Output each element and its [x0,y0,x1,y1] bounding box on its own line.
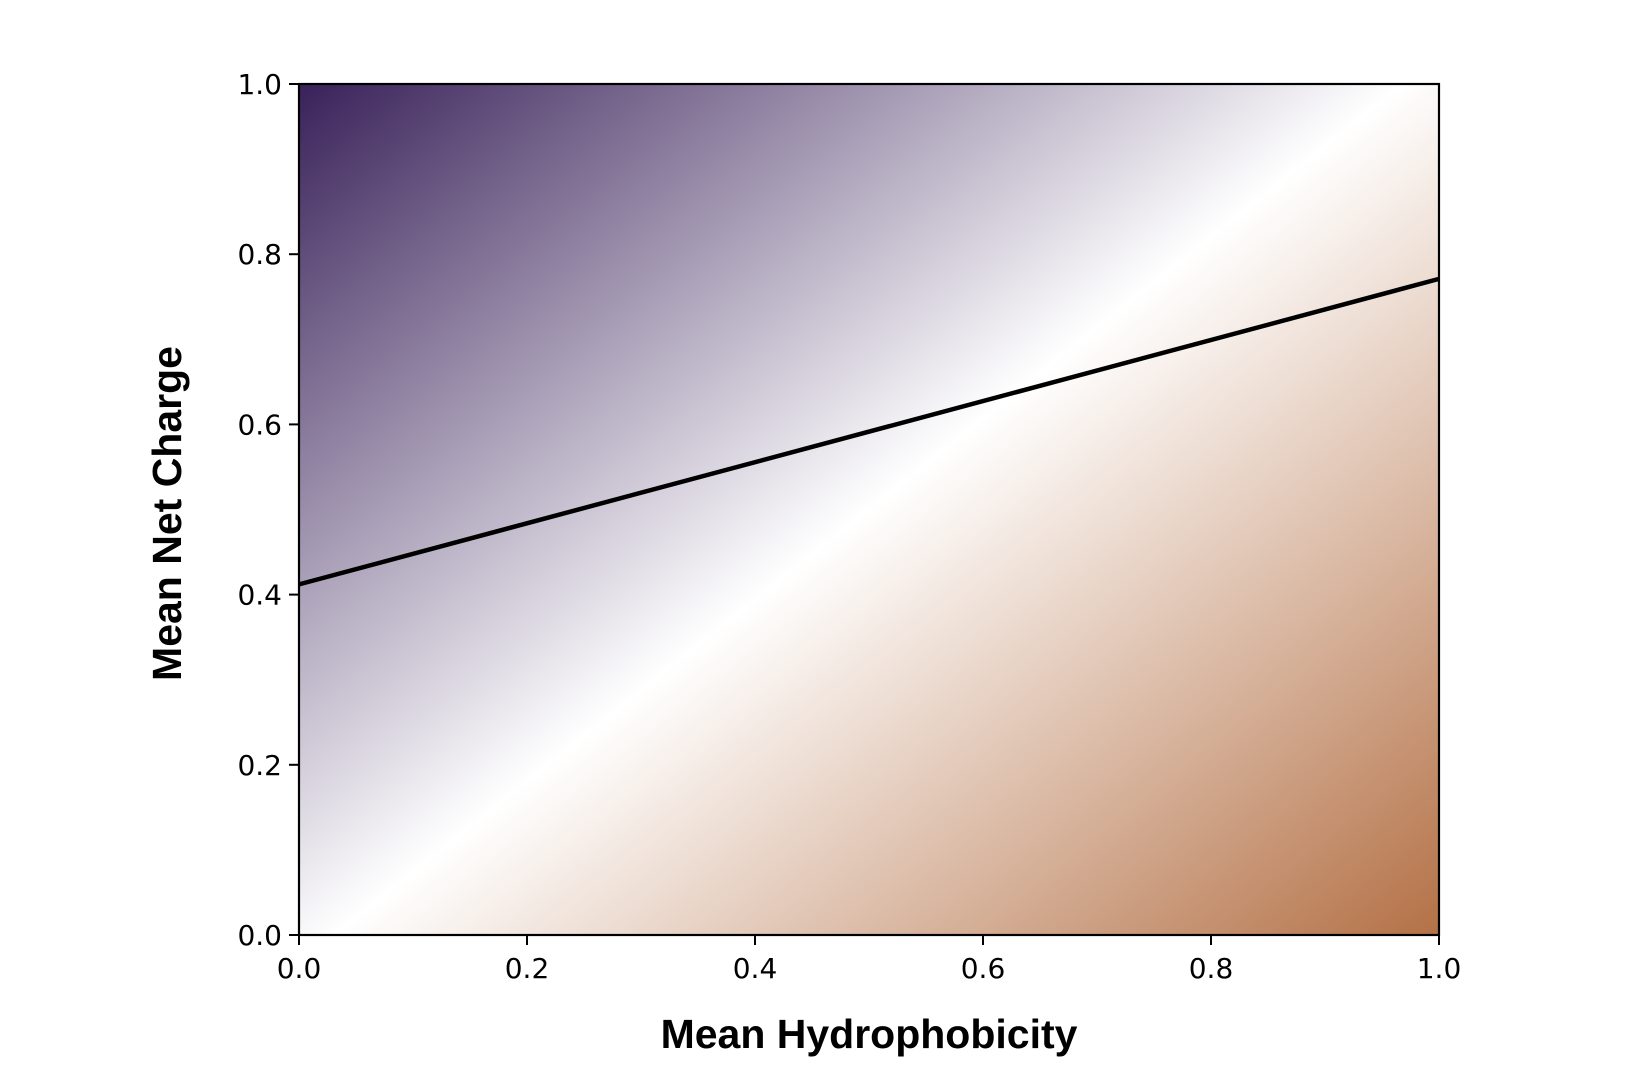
x-tick-label: 0.8 [1189,952,1234,985]
y-tick-label: 0.4 [237,579,282,612]
x-tick-label: 0.0 [277,952,322,985]
x-tick-label: 1.0 [1417,952,1462,985]
x-axis-title: Mean Hydrophobicity [661,1011,1078,1057]
y-axis-title: Mean Net Charge [144,346,190,681]
x-tick-label: 0.4 [733,952,778,985]
x-tick-label: 0.6 [961,952,1006,985]
heatmap-field [299,84,1439,935]
x-tick-label: 0.2 [505,952,550,985]
y-tick-label: 0.8 [237,238,282,271]
y-axis: 0.0 0.2 0.4 0.6 0.8 1.0 [237,68,299,952]
y-tick-label: 0.2 [237,749,282,782]
plot-frame [297,82,1441,937]
y-tick-label: 0.6 [237,408,282,441]
x-axis: 0.0 0.2 0.4 0.6 0.8 1.0 [277,935,1462,985]
y-tick-label: 0.0 [237,919,282,952]
decision-boundary-line [298,276,1440,587]
y-tick-label: 1.0 [237,68,282,101]
